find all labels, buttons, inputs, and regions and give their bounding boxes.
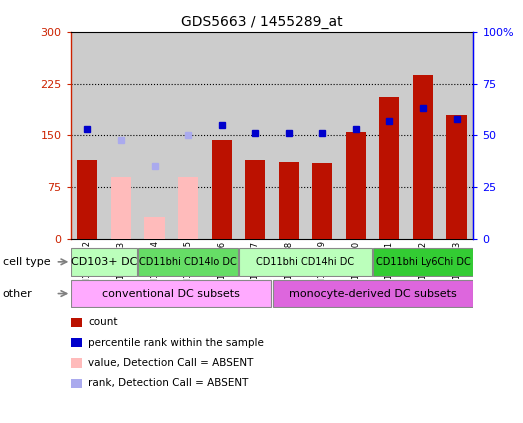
Text: value, Detection Call = ABSENT: value, Detection Call = ABSENT [88, 358, 254, 368]
Bar [245, 159, 265, 239]
Bar [139, 247, 238, 276]
Text: CD11bhi Ly6Chi DC: CD11bhi Ly6Chi DC [376, 257, 470, 267]
Text: conventional DC subsets: conventional DC subsets [103, 288, 240, 299]
Bar [178, 177, 198, 239]
Text: monocyte-derived DC subsets: monocyte-derived DC subsets [289, 288, 457, 299]
Bar [77, 159, 97, 239]
Text: other: other [3, 288, 32, 299]
Text: cell type: cell type [3, 257, 50, 267]
Bar [71, 280, 271, 307]
Bar [71, 247, 137, 276]
Text: rank, Detection Call = ABSENT: rank, Detection Call = ABSENT [88, 378, 249, 388]
Bar [144, 217, 165, 239]
Text: percentile rank within the sample: percentile rank within the sample [88, 338, 264, 348]
Text: count: count [88, 317, 118, 327]
Bar [312, 163, 332, 239]
Bar [346, 132, 366, 239]
Text: CD11bhi CD14hi DC: CD11bhi CD14hi DC [256, 257, 355, 267]
Bar [379, 97, 400, 239]
Bar [239, 247, 372, 276]
Text: CD103+ DC: CD103+ DC [71, 257, 138, 267]
Bar [447, 115, 467, 239]
Text: CD11bhi CD14lo DC: CD11bhi CD14lo DC [139, 257, 237, 267]
Bar [211, 140, 232, 239]
Bar [373, 247, 473, 276]
Text: GDS5663 / 1455289_at: GDS5663 / 1455289_at [180, 15, 343, 29]
Bar [413, 74, 433, 239]
Bar [279, 162, 299, 239]
Bar [272, 280, 473, 307]
Bar [111, 177, 131, 239]
